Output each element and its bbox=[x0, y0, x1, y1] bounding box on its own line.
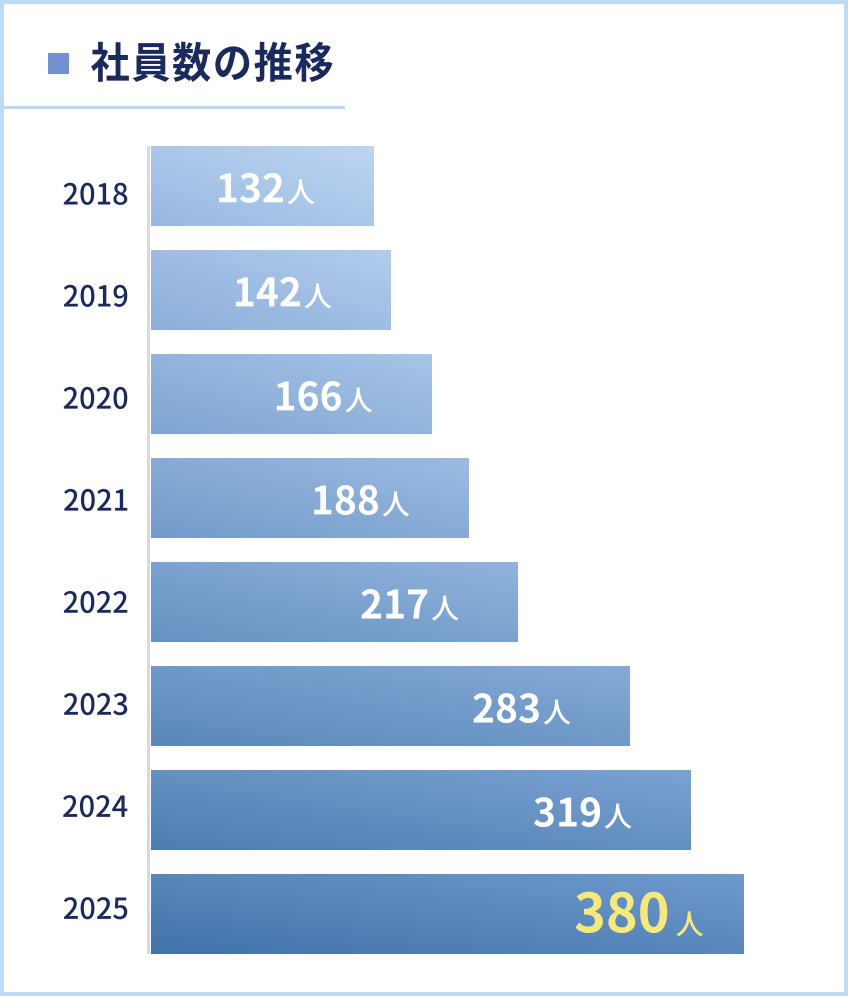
bar-2023 bbox=[150, 666, 631, 746]
chart-title-text bbox=[91, 41, 333, 82]
value-label-2022 bbox=[361, 589, 459, 621]
year-label-2024 bbox=[63, 795, 128, 818]
bar-2020 bbox=[150, 354, 432, 434]
title-underline bbox=[0, 106, 345, 109]
year-label-2019 bbox=[63, 284, 128, 307]
value-label-2018 bbox=[219, 172, 315, 205]
bar-2018 bbox=[150, 146, 375, 226]
bar-2024 bbox=[150, 770, 692, 850]
value-label-2025 bbox=[575, 891, 704, 937]
year-label-2020 bbox=[63, 386, 128, 410]
value-label-2021 bbox=[314, 485, 410, 517]
year-label-2022 bbox=[63, 590, 128, 614]
year-label-2021 bbox=[64, 488, 128, 512]
title-bullet-icon bbox=[47, 52, 69, 74]
value-label-2019 bbox=[236, 276, 332, 309]
bar-2021 bbox=[150, 458, 470, 538]
value-label-2024 bbox=[534, 797, 632, 829]
year-label-2018 bbox=[63, 182, 128, 205]
value-label-2023 bbox=[473, 693, 571, 725]
bar-2022 bbox=[150, 562, 519, 642]
year-label-2025 bbox=[63, 897, 128, 920]
y-axis-line bbox=[146, 146, 151, 954]
year-label-2023 bbox=[63, 693, 128, 716]
value-label-2020 bbox=[276, 380, 372, 413]
